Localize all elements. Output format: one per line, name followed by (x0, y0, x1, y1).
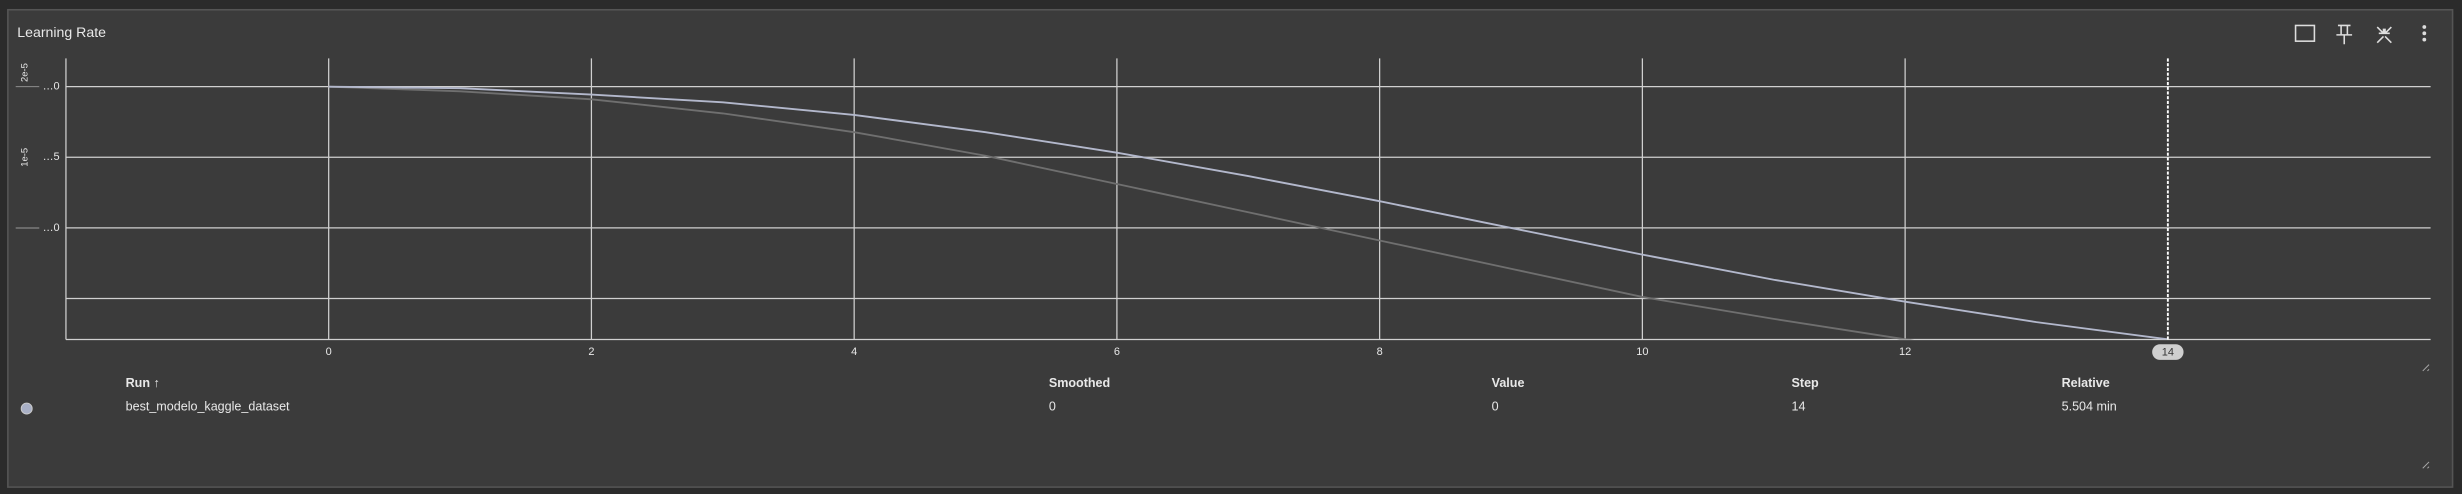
table-cell: best_modelo_kaggle_dataset (126, 399, 290, 413)
cursor-label: 14 (2162, 347, 2174, 359)
table-cell: 5.504 min (2062, 399, 2117, 413)
table-header: Run ↑ (126, 376, 160, 390)
x-tick-label: 10 (1636, 346, 1648, 358)
y-tick-label: …5 (43, 151, 60, 163)
x-tick-label: 2 (588, 346, 594, 358)
table-header: Step (1792, 376, 1820, 390)
x-tick-label: 8 (1377, 346, 1383, 358)
x-tick-label: 4 (851, 346, 857, 358)
menu-icon[interactable] (2422, 25, 2427, 42)
series-line (328, 85, 2168, 340)
cursor-pill (2152, 344, 2184, 360)
x-tick-label: 0 (326, 346, 332, 358)
chart: …0 …5 …0 2e-5 1e-5 0 2 4 6 8 10 12 14 (15, 58, 2431, 360)
table-header: Smoothed (1049, 376, 1110, 390)
collapse-icon[interactable] (2376, 26, 2392, 44)
y-tick-label: …0 (43, 222, 60, 234)
x-tick-label: 12 (1899, 346, 1911, 358)
table-cell: 14 (1792, 399, 1806, 413)
y-axis-note: 1e-5 (19, 148, 30, 167)
fullscreen-icon[interactable] (2294, 24, 2316, 42)
y-tick-label: …0 (43, 81, 60, 93)
y-axis-note: 2e-5 (19, 63, 30, 82)
pin-icon[interactable] (2336, 24, 2353, 45)
card-title: Learning Rate (17, 24, 106, 40)
x-tick-label: 6 (1114, 346, 1120, 358)
run-color-dot[interactable] (20, 402, 33, 415)
card (7, 8, 2454, 488)
resize-handle[interactable] (2422, 364, 2430, 469)
table-cell: 0 (1049, 399, 1056, 413)
table-header: Relative (2062, 376, 2110, 390)
table-cell: 0 (1492, 399, 1499, 413)
series-line (328, 85, 1915, 340)
table-header: Value (1492, 376, 1525, 390)
